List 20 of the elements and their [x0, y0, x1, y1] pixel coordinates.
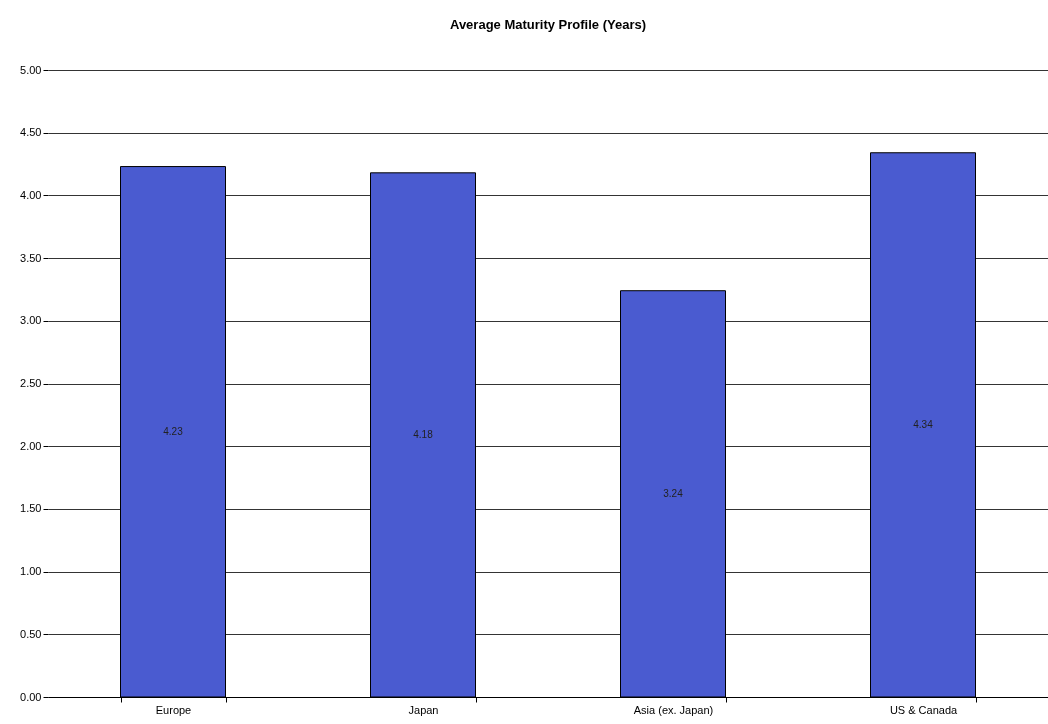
- y-tick-label: 1.50: [20, 502, 42, 515]
- data-label: 3.24: [663, 487, 684, 499]
- y-tick-label: 5.00: [20, 63, 42, 76]
- y-tick-label: 1.00: [20, 565, 42, 578]
- y-tick-label: 0.50: [20, 627, 42, 640]
- x-tick-label: Europe: [155, 703, 192, 716]
- y-tick-label: 4.00: [20, 188, 42, 201]
- y-tick-label: 4.50: [20, 126, 42, 139]
- y-tick-label: 0.00: [20, 690, 42, 703]
- x-tick-label: Asia (ex. Japan): [633, 703, 714, 716]
- x-tick-label: US & Canada: [889, 703, 959, 716]
- chart-title: Average Maturity Profile (Years): [449, 17, 647, 32]
- y-tick-label: 3.00: [20, 314, 42, 327]
- y-tick-label: 3.50: [20, 251, 42, 264]
- y-tick-label: 2.00: [20, 439, 42, 452]
- data-label: 4.18: [413, 428, 434, 440]
- data-label: 4.34: [913, 418, 934, 430]
- y-tick-label: 2.50: [20, 377, 42, 389]
- data-label: 4.23: [163, 425, 184, 437]
- x-tick-label: Japan: [408, 703, 439, 716]
